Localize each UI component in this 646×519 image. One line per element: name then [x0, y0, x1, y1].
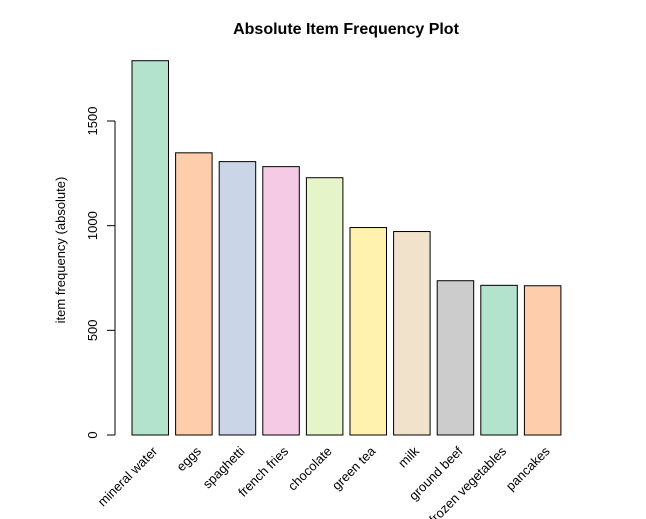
category-label: pancakes [503, 443, 553, 493]
bar [175, 152, 213, 436]
y-axis-ticks: 0 500 1000 1500 [85, 107, 115, 439]
bar [480, 284, 518, 436]
bar [523, 285, 562, 436]
bar [349, 227, 387, 436]
y-axis-label: item frequency (absolute) [53, 177, 68, 324]
chart-title: Absolute Item Frequency Plot [233, 21, 459, 38]
bar [131, 60, 169, 436]
y-tick-label: 1500 [85, 107, 100, 136]
bar [393, 231, 431, 436]
category-label: mineral water [95, 443, 161, 509]
bars-group [131, 60, 562, 436]
bar [218, 161, 257, 436]
category-label: chocolate [285, 444, 335, 494]
bar [436, 280, 475, 436]
bar [262, 166, 300, 436]
category-label: green tea [329, 443, 379, 493]
bar [305, 177, 344, 436]
category-label: milk [395, 443, 422, 470]
category-label: eggs [173, 443, 204, 474]
y-tick-label: 1000 [85, 211, 100, 240]
y-tick-label: 0 [85, 431, 100, 438]
y-tick-label: 500 [85, 319, 100, 341]
